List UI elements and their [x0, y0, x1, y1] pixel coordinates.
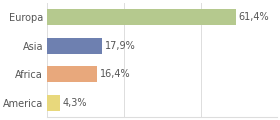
Bar	[47, 66, 97, 82]
Bar	[47, 95, 60, 111]
Text: 4,3%: 4,3%	[63, 98, 87, 108]
Text: 16,4%: 16,4%	[100, 69, 130, 79]
Text: 61,4%: 61,4%	[238, 12, 269, 22]
Bar	[47, 38, 102, 54]
Text: 17,9%: 17,9%	[104, 41, 135, 51]
Bar	[47, 9, 235, 25]
